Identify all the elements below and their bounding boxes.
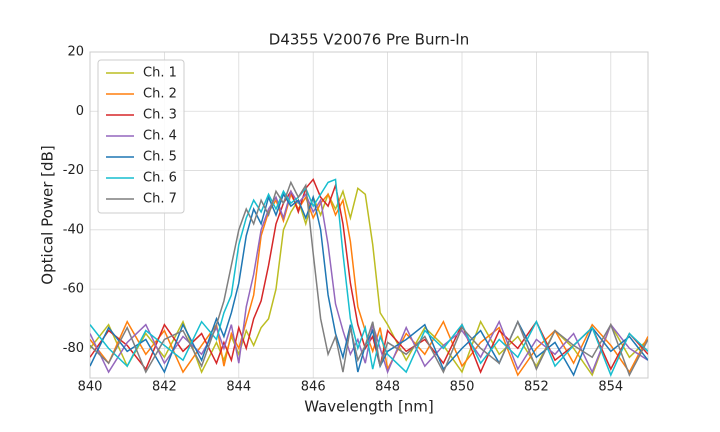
plot-area [90, 178, 648, 377]
legend-label: Ch. 3 [143, 108, 177, 123]
x-tick-label: 852 [524, 380, 549, 395]
plot-frame [89, 51, 649, 379]
x-tick-label: 848 [375, 380, 400, 395]
legend-label: Ch. 5 [143, 150, 177, 165]
y-tick-label: -80 [63, 341, 84, 356]
legend-label: Ch. 1 [143, 66, 177, 81]
y-tick-label: -60 [63, 282, 84, 297]
x-axis-label: Wavelength [nm] [304, 398, 434, 416]
y-tick-label: -40 [63, 222, 84, 237]
series-line [90, 180, 648, 377]
x-tick-label: 854 [598, 380, 623, 395]
chart-title: D4355 V20076 Pre Burn-In [269, 31, 469, 49]
y-axis-label: Optical Power [dB] [39, 145, 57, 284]
x-tick-label: 844 [226, 380, 251, 395]
y-tick-label: 0 [76, 104, 84, 119]
x-tick-label: 846 [301, 380, 326, 395]
series-line [90, 189, 648, 375]
legend-label: Ch. 6 [143, 171, 177, 186]
series-line [90, 192, 648, 377]
legend-label: Ch. 7 [143, 192, 177, 207]
legend-label: Ch. 2 [143, 87, 177, 102]
legend-box [97, 59, 185, 214]
x-tick-label: 842 [152, 380, 177, 395]
x-tick-label: 840 [78, 380, 103, 395]
y-tick-label: -20 [63, 163, 84, 178]
legend-label: Ch. 4 [143, 129, 177, 144]
series-line [90, 178, 648, 375]
y-tick-label: 20 [67, 45, 84, 60]
x-tick-label: 850 [450, 380, 475, 395]
series-line [90, 178, 648, 377]
